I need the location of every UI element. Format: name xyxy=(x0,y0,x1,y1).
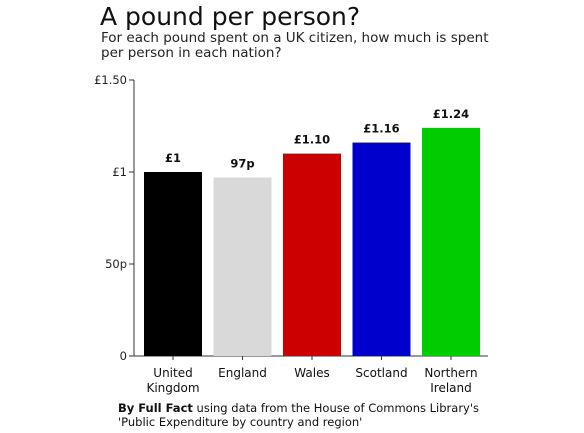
x-category-label: Kingdom xyxy=(146,381,199,395)
bar-data-label: 97p xyxy=(230,157,254,171)
x-category-label: Scotland xyxy=(355,366,407,380)
bar xyxy=(213,177,272,356)
bar-data-label: £1 xyxy=(165,151,181,165)
x-category-label: Northern xyxy=(424,366,477,380)
chart-subtitle: For each pound spent on a UK citizen, ho… xyxy=(101,30,489,61)
chart-title: A pound per person? xyxy=(100,2,361,31)
bar-data-label: £1.16 xyxy=(363,122,399,136)
x-category-label: United xyxy=(153,366,192,380)
y-tick-label: 0 xyxy=(120,349,127,363)
source-note: By Full Fact using data from the House o… xyxy=(118,401,558,429)
bar-data-label: £1.10 xyxy=(294,133,330,147)
x-category-label: Ireland xyxy=(430,381,472,395)
source-author: By Full Fact xyxy=(118,401,193,415)
bar xyxy=(283,153,341,356)
source-text-line1: using data from the House of Commons Lib… xyxy=(192,401,480,415)
y-tick-label: £1 xyxy=(112,165,127,179)
x-category-label: England xyxy=(218,366,267,380)
bar-data-label: £1.24 xyxy=(433,107,469,121)
bar xyxy=(422,127,480,356)
x-category-label: Wales xyxy=(294,366,329,380)
y-tick-label: £1.50 xyxy=(94,73,127,87)
y-tick-label: 50p xyxy=(105,257,127,271)
bar xyxy=(144,172,202,356)
source-text-line2: 'Public Expenditure by country and regio… xyxy=(118,415,363,429)
bar xyxy=(352,142,411,356)
